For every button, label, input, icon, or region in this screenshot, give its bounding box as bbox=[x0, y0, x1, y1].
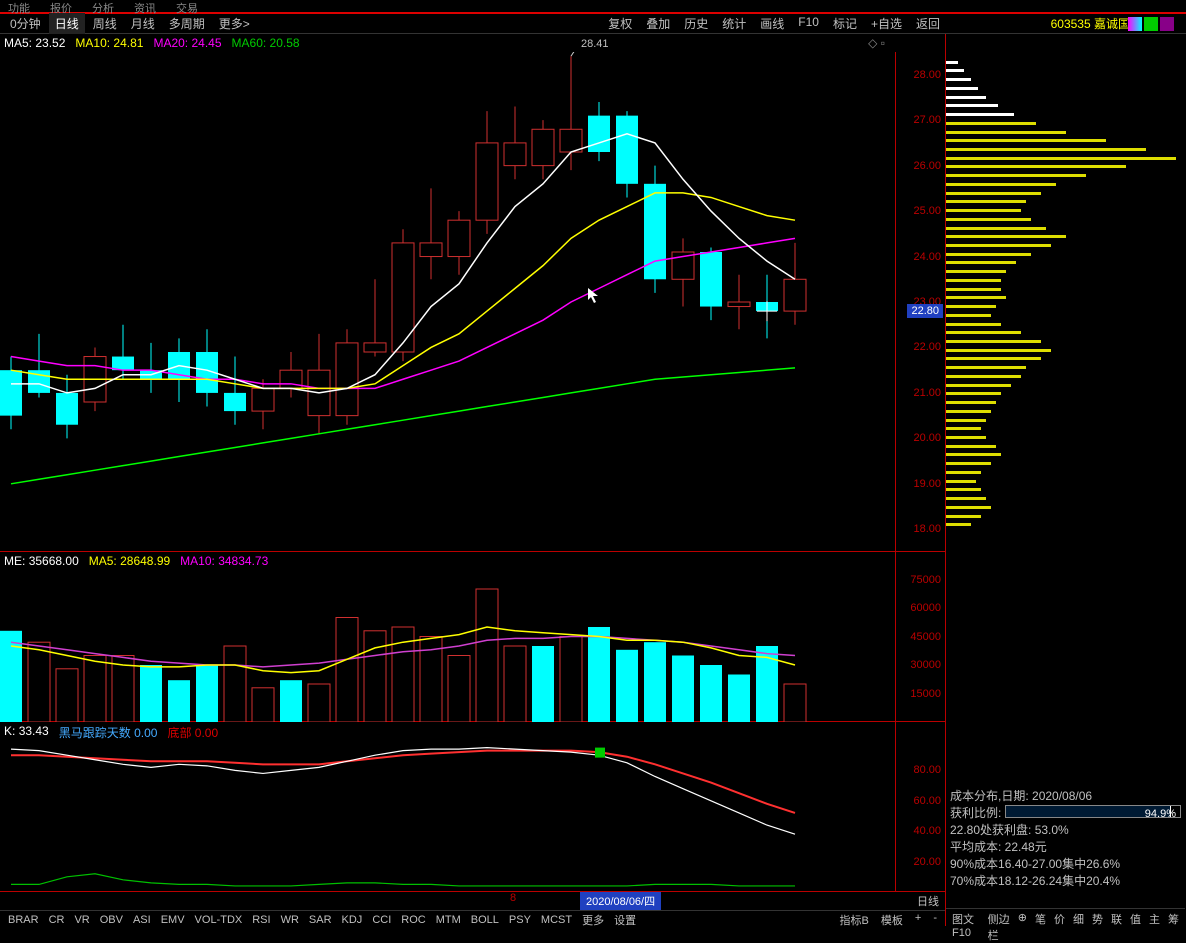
volume-header: ME: 35668.00 MA5: 28648.99 MA10: 34834.7… bbox=[0, 552, 945, 570]
indicator-btn-mtm[interactable]: MTM bbox=[432, 913, 465, 927]
volume-y-axis: 1500030000450006000075000 bbox=[895, 552, 945, 721]
peak-price-label: 28.41 bbox=[581, 38, 609, 50]
indicator-btn-mcst[interactable]: MCST bbox=[537, 913, 576, 927]
period-week[interactable]: 周线 bbox=[87, 13, 123, 34]
period-more[interactable]: 更多> bbox=[213, 13, 256, 34]
indicator-btn-brar[interactable]: BRAR bbox=[4, 913, 43, 927]
plus-btn[interactable]: + bbox=[911, 911, 925, 929]
period-toolbar: 0分钟 日线 周线 月线 多周期 更多> 复权 叠加 历史 统计 画线 F10 … bbox=[0, 14, 1186, 34]
cursor-icon bbox=[588, 288, 600, 304]
indicator-btn-obv[interactable]: OBV bbox=[96, 913, 127, 927]
indicator-btn-设置[interactable]: 设置 bbox=[610, 911, 640, 929]
indicator-btn-kdj[interactable]: KDJ bbox=[338, 913, 367, 927]
period-0min[interactable]: 0分钟 bbox=[4, 13, 47, 34]
btn-draw[interactable]: 画线 bbox=[754, 13, 790, 34]
indicator-chart[interactable]: K: 33.43 黑马跟踪天数 0.00 底部 0.00 20.0040.006… bbox=[0, 722, 945, 892]
price-y-axis: 18.0019.0020.0021.0022.0023.0024.0025.00… bbox=[895, 52, 945, 551]
grid-icon[interactable] bbox=[1160, 17, 1174, 31]
candlestick-chart[interactable]: 18.0019.0020.0021.0022.0023.0024.0025.00… bbox=[0, 52, 945, 552]
indicator-btn-sar[interactable]: SAR bbox=[305, 913, 336, 927]
btn-overlay[interactable]: 叠加 bbox=[640, 13, 676, 34]
btn-mark[interactable]: 标记 bbox=[827, 13, 863, 34]
indicator-btn-roc[interactable]: ROC bbox=[397, 913, 429, 927]
toolbar-icons[interactable] bbox=[1128, 17, 1174, 31]
indicator-btn-rsi[interactable]: RSI bbox=[248, 913, 274, 927]
indicator-btn-cci[interactable]: CCI bbox=[368, 913, 395, 927]
indicator-selector-bar[interactable]: BRARCRVROBVASIEMVVOL-TDXRSIWRSARKDJCCIRO… bbox=[0, 910, 945, 928]
indicator-btn-boll[interactable]: BOLL bbox=[467, 913, 503, 927]
indicator-btn-cr[interactable]: CR bbox=[45, 913, 69, 927]
period-day[interactable]: 日线 bbox=[49, 13, 85, 34]
btn-f10[interactable]: F10 bbox=[792, 13, 825, 34]
indicator-btn-asi[interactable]: ASI bbox=[129, 913, 155, 927]
indicator-btn-emv[interactable]: EMV bbox=[157, 913, 189, 927]
volume-profile bbox=[946, 52, 1186, 552]
main-menu[interactable]: 功能 报价 分析 资讯 交易 bbox=[0, 0, 1186, 14]
palette-icon[interactable] bbox=[1128, 17, 1142, 31]
indicator-btn-vr[interactable]: VR bbox=[70, 913, 93, 927]
date-axis: 8 2020/08/06/四 日线 bbox=[0, 892, 945, 910]
right-bottom-bar[interactable]: 图文F10侧边栏⊕笔价细势联值主筹 bbox=[946, 908, 1185, 926]
btn-history[interactable]: 历史 bbox=[678, 13, 714, 34]
btn-stats[interactable]: 统计 bbox=[716, 13, 752, 34]
cost-distribution-panel: 成本分布,日期: 2020/08/06 获利比例: 94.9% 22.80处获利… bbox=[950, 788, 1181, 890]
current-date-label: 2020/08/06/四 bbox=[580, 892, 661, 910]
volume-chart[interactable]: ME: 35668.00 MA5: 28648.99 MA10: 34834.7… bbox=[0, 552, 945, 722]
ind-b-btn[interactable]: 指标B bbox=[836, 911, 873, 929]
period-label: 日线 bbox=[913, 892, 943, 910]
minus-btn[interactable]: - bbox=[929, 911, 941, 929]
profit-progress-bar: 94.9% bbox=[1005, 805, 1181, 818]
flag-icon[interactable] bbox=[1144, 17, 1158, 31]
indicator-btn-psy[interactable]: PSY bbox=[505, 913, 535, 927]
period-multi[interactable]: 多周期 bbox=[163, 13, 211, 34]
indicator-y-axis: 20.0040.0060.0080.00 bbox=[895, 722, 945, 891]
period-month[interactable]: 月线 bbox=[125, 13, 161, 34]
btn-fuquan[interactable]: 复权 bbox=[602, 13, 638, 34]
btn-back[interactable]: 返回 bbox=[910, 13, 946, 34]
indicator-btn-vol-tdx[interactable]: VOL-TDX bbox=[191, 913, 247, 927]
btn-addfav[interactable]: +自选 bbox=[865, 13, 908, 34]
indicator-btn-更多[interactable]: 更多 bbox=[578, 911, 608, 929]
ma-header: MA5: 23.52 MA10: 24.81 MA20: 24.45 MA60:… bbox=[0, 34, 945, 52]
indicator-btn-wr[interactable]: WR bbox=[277, 913, 303, 927]
template-btn[interactable]: 模板 bbox=[877, 911, 907, 929]
